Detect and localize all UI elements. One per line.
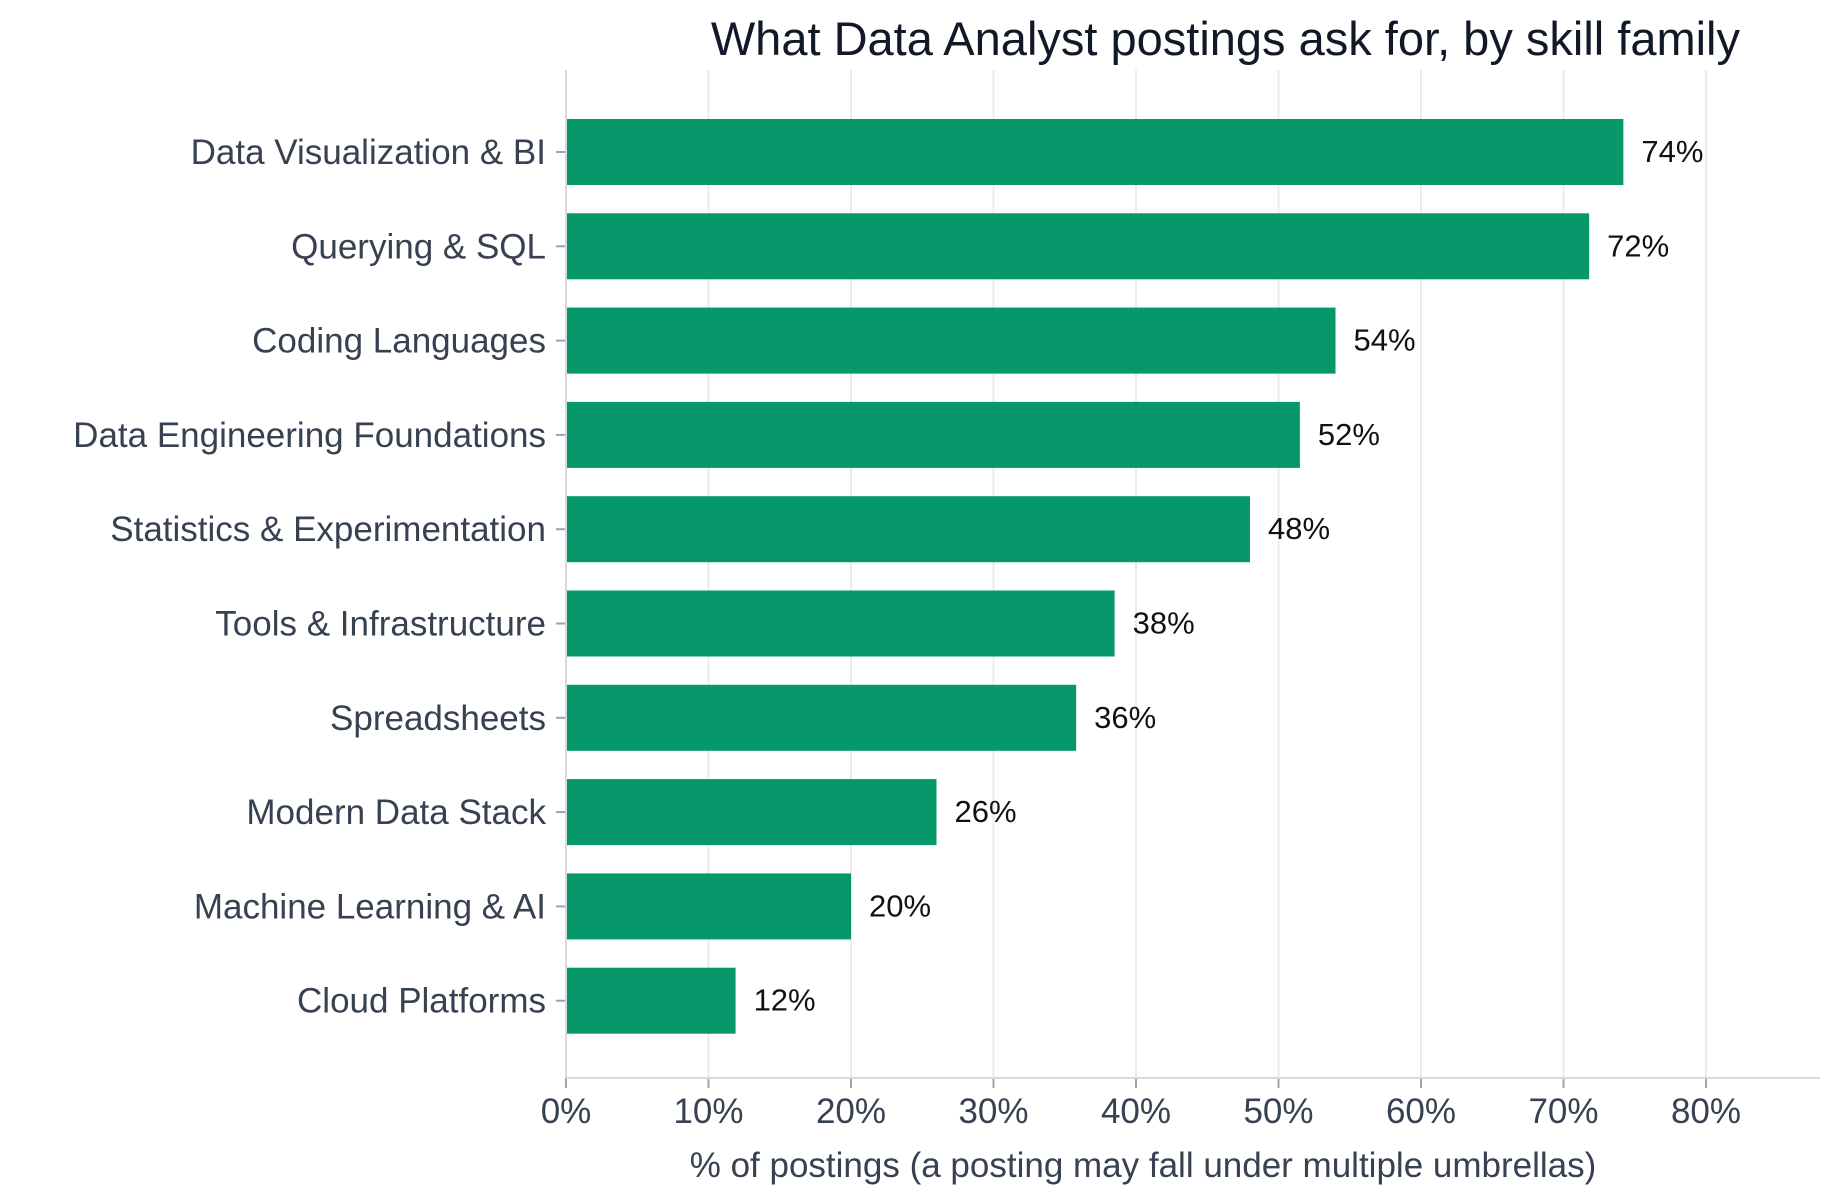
bar [566, 307, 1336, 374]
value-label: 52% [1318, 417, 1380, 452]
x-tick-label: 0% [541, 1092, 592, 1131]
x-axis: 0% 10% 20% 30% 40% 50% 60% 70% 80% [541, 70, 1820, 1131]
category-label: Spreadsheets [330, 699, 546, 738]
value-label: 54% [1354, 323, 1416, 358]
x-tick-label: 70% [1528, 1092, 1598, 1131]
x-tick-label: 50% [1243, 1092, 1313, 1131]
bar [566, 590, 1115, 657]
value-label: 48% [1268, 511, 1330, 546]
chart-title: What Data Analyst postings ask for, by s… [711, 12, 1741, 65]
bar [566, 873, 851, 940]
category-label: Modern Data Stack [246, 793, 546, 832]
value-label: 74% [1641, 134, 1703, 169]
bars [566, 119, 1624, 1034]
category-label: Cloud Platforms [297, 982, 546, 1021]
x-tick-label: 30% [958, 1092, 1028, 1131]
value-labels: 74% 72% 54% 52% 48% 38% 36% 26% 20% 12% [754, 134, 1704, 1018]
value-label: 12% [754, 983, 816, 1018]
x-axis-title: % of postings (a posting may fall under … [690, 1146, 1597, 1185]
category-label: Querying & SQL [291, 227, 546, 266]
value-label: 38% [1133, 606, 1195, 641]
bar [566, 496, 1250, 563]
category-label: Coding Languages [252, 322, 546, 361]
value-label: 72% [1607, 228, 1669, 263]
bar [566, 119, 1624, 185]
x-tick-label: 40% [1101, 1092, 1171, 1131]
value-label: 20% [869, 888, 931, 923]
category-labels: Data Visualization & BI Querying & SQL Cod… [73, 133, 566, 1021]
x-tick-label: 20% [816, 1092, 886, 1131]
x-tick-label: 60% [1386, 1092, 1456, 1131]
category-label: Statistics & Experimentation [110, 510, 546, 549]
value-label: 26% [955, 794, 1017, 829]
bar [566, 779, 937, 846]
bar [566, 684, 1077, 751]
category-label: Data Visualization & BI [191, 133, 546, 172]
category-label: Tools & Infrastructure [215, 605, 546, 644]
x-tick-label: 80% [1671, 1092, 1741, 1131]
bar [566, 401, 1300, 468]
value-label: 36% [1094, 700, 1156, 735]
category-label: Data Engineering Foundations [73, 416, 546, 455]
bar [566, 213, 1590, 280]
bar [566, 967, 736, 1034]
category-label: Machine Learning & AI [194, 887, 546, 926]
x-tick-label: 10% [673, 1092, 743, 1131]
